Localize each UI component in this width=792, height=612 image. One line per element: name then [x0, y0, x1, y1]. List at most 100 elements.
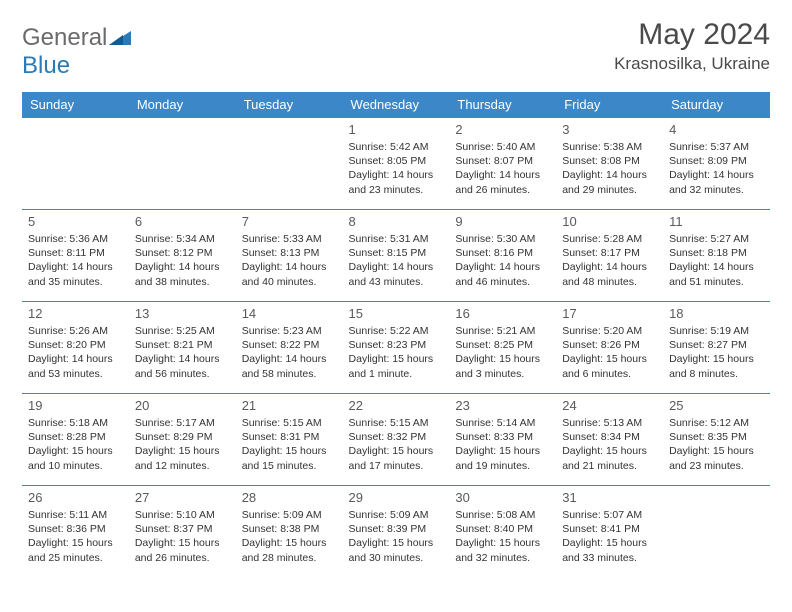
- day-number: 30: [455, 490, 550, 505]
- calendar-table: SundayMondayTuesdayWednesdayThursdayFrid…: [22, 92, 770, 578]
- day-header: Saturday: [663, 92, 770, 118]
- day-number: 22: [349, 398, 444, 413]
- day-info: Sunrise: 5:38 AMSunset: 8:08 PMDaylight:…: [562, 140, 657, 197]
- day-number: 2: [455, 122, 550, 137]
- day-number: 20: [135, 398, 230, 413]
- day-number: 29: [349, 490, 444, 505]
- calendar-cell: 6 Sunrise: 5:34 AMSunset: 8:12 PMDaylight…: [129, 210, 236, 302]
- month-title: May 2024: [614, 18, 770, 52]
- day-number: 11: [669, 214, 764, 229]
- calendar-cell: 5 Sunrise: 5:36 AMSunset: 8:11 PMDaylight…: [22, 210, 129, 302]
- calendar-row: 26Sunrise: 5:11 AMSunset: 8:36 PMDayligh…: [22, 486, 770, 578]
- calendar-row: 5 Sunrise: 5:36 AMSunset: 8:11 PMDaylight…: [22, 210, 770, 302]
- day-info: Sunrise: 5:09 AMSunset: 8:39 PMDaylight:…: [349, 508, 444, 565]
- day-info: Sunrise: 5:18 AMSunset: 8:28 PMDaylight:…: [28, 416, 123, 473]
- day-number: 27: [135, 490, 230, 505]
- day-number: 15: [349, 306, 444, 321]
- day-info: Sunrise: 5:19 AMSunset: 8:27 PMDaylight:…: [669, 324, 764, 381]
- calendar-cell: 10Sunrise: 5:28 AMSunset: 8:17 PMDayligh…: [556, 210, 663, 302]
- day-number: 1: [349, 122, 444, 137]
- day-info: Sunrise: 5:25 AMSunset: 8:21 PMDaylight:…: [135, 324, 230, 381]
- day-number: 9: [455, 214, 550, 229]
- day-header: Wednesday: [343, 92, 450, 118]
- logo-text: GeneralBlue: [22, 24, 131, 80]
- day-info: Sunrise: 5:22 AMSunset: 8:23 PMDaylight:…: [349, 324, 444, 381]
- day-number: 14: [242, 306, 337, 321]
- calendar-cell: 4 Sunrise: 5:37 AMSunset: 8:09 PMDaylight…: [663, 118, 770, 210]
- logo-part1: General: [22, 24, 107, 51]
- day-number: 3: [562, 122, 657, 137]
- day-info: Sunrise: 5:21 AMSunset: 8:25 PMDaylight:…: [455, 324, 550, 381]
- day-header: Thursday: [449, 92, 556, 118]
- day-header: Sunday: [22, 92, 129, 118]
- calendar-cell: 29 Sunrise: 5:09 AMSunset: 8:39 PMDayligh…: [343, 486, 450, 578]
- day-number: 7: [242, 214, 337, 229]
- day-header: Friday: [556, 92, 663, 118]
- day-info: Sunrise: 5:34 AMSunset: 8:12 PMDaylight:…: [135, 232, 230, 289]
- day-number: 19: [28, 398, 123, 413]
- day-number: 13: [135, 306, 230, 321]
- day-info: Sunrise: 5:28 AMSunset: 8:17 PMDaylight:…: [562, 232, 657, 289]
- calendar-cell: 19 Sunrise: 5:18 AMSunset: 8:28 PMDayligh…: [22, 394, 129, 486]
- calendar-cell: 25 Sunrise: 5:12 AMSunset: 8:35 PMDayligh…: [663, 394, 770, 486]
- calendar-cell: 24 Sunrise: 5:13 AMSunset: 8:34 PMDayligh…: [556, 394, 663, 486]
- calendar-cell: 11 Sunrise: 5:27 AMSunset: 8:18 PMDayligh…: [663, 210, 770, 302]
- calendar-row: 19 Sunrise: 5:18 AMSunset: 8:28 PMDayligh…: [22, 394, 770, 486]
- calendar-cell: 26Sunrise: 5:11 AMSunset: 8:36 PMDayligh…: [22, 486, 129, 578]
- calendar-cell: 28 Sunrise: 5:09 AMSunset: 8:38 PMDayligh…: [236, 486, 343, 578]
- calendar-body: 1 Sunrise: 5:42 AMSunset: 8:05 PMDaylight…: [22, 118, 770, 578]
- day-info: Sunrise: 5:11 AMSunset: 8:36 PMDaylight:…: [28, 508, 123, 565]
- day-info: Sunrise: 5:15 AMSunset: 8:32 PMDaylight:…: [349, 416, 444, 473]
- title-block: May 2024 Krasnosilka, Ukraine: [614, 18, 770, 74]
- day-info: Sunrise: 5:27 AMSunset: 8:18 PMDaylight:…: [669, 232, 764, 289]
- calendar-cell: 18 Sunrise: 5:19 AMSunset: 8:27 PMDayligh…: [663, 302, 770, 394]
- day-number: 18: [669, 306, 764, 321]
- day-info: Sunrise: 5:36 AMSunset: 8:11 PMDaylight:…: [28, 232, 123, 289]
- day-header: Tuesday: [236, 92, 343, 118]
- calendar-cell-empty: [22, 118, 129, 210]
- day-number: 28: [242, 490, 337, 505]
- calendar-row: 1 Sunrise: 5:42 AMSunset: 8:05 PMDaylight…: [22, 118, 770, 210]
- day-info: Sunrise: 5:42 AMSunset: 8:05 PMDaylight:…: [349, 140, 444, 197]
- day-number: 24: [562, 398, 657, 413]
- day-info: Sunrise: 5:12 AMSunset: 8:35 PMDaylight:…: [669, 416, 764, 473]
- day-info: Sunrise: 5:15 AMSunset: 8:31 PMDaylight:…: [242, 416, 337, 473]
- day-info: Sunrise: 5:08 AMSunset: 8:40 PMDaylight:…: [455, 508, 550, 565]
- calendar-cell: 27Sunrise: 5:10 AMSunset: 8:37 PMDayligh…: [129, 486, 236, 578]
- calendar-cell: 12 Sunrise: 5:26 AMSunset: 8:20 PMDayligh…: [22, 302, 129, 394]
- day-info: Sunrise: 5:20 AMSunset: 8:26 PMDaylight:…: [562, 324, 657, 381]
- calendar-cell: 21 Sunrise: 5:15 AMSunset: 8:31 PMDayligh…: [236, 394, 343, 486]
- day-info: Sunrise: 5:33 AMSunset: 8:13 PMDaylight:…: [242, 232, 337, 289]
- calendar-cell: 22 Sunrise: 5:15 AMSunset: 8:32 PMDayligh…: [343, 394, 450, 486]
- day-number: 16: [455, 306, 550, 321]
- location: Krasnosilka, Ukraine: [614, 54, 770, 74]
- calendar-cell: 14 Sunrise: 5:23 AMSunset: 8:22 PMDayligh…: [236, 302, 343, 394]
- calendar-cell: 16 Sunrise: 5:21 AMSunset: 8:25 PMDayligh…: [449, 302, 556, 394]
- day-number: 23: [455, 398, 550, 413]
- calendar-cell: 23 Sunrise: 5:14 AMSunset: 8:33 PMDayligh…: [449, 394, 556, 486]
- calendar-cell: 20Sunrise: 5:17 AMSunset: 8:29 PMDayligh…: [129, 394, 236, 486]
- day-header-row: SundayMondayTuesdayWednesdayThursdayFrid…: [22, 92, 770, 118]
- calendar-cell: 3 Sunrise: 5:38 AMSunset: 8:08 PMDaylight…: [556, 118, 663, 210]
- day-number: 17: [562, 306, 657, 321]
- day-number: 31: [562, 490, 657, 505]
- calendar-cell: 30 Sunrise: 5:08 AMSunset: 8:40 PMDayligh…: [449, 486, 556, 578]
- day-info: Sunrise: 5:09 AMSunset: 8:38 PMDaylight:…: [242, 508, 337, 565]
- day-number: 4: [669, 122, 764, 137]
- day-info: Sunrise: 5:23 AMSunset: 8:22 PMDaylight:…: [242, 324, 337, 381]
- day-info: Sunrise: 5:13 AMSunset: 8:34 PMDaylight:…: [562, 416, 657, 473]
- day-info: Sunrise: 5:31 AMSunset: 8:15 PMDaylight:…: [349, 232, 444, 289]
- day-number: 12: [28, 306, 123, 321]
- day-number: 5: [28, 214, 123, 229]
- calendar-cell: 31Sunrise: 5:07 AMSunset: 8:41 PMDayligh…: [556, 486, 663, 578]
- day-info: Sunrise: 5:26 AMSunset: 8:20 PMDaylight:…: [28, 324, 123, 381]
- day-info: Sunrise: 5:14 AMSunset: 8:33 PMDaylight:…: [455, 416, 550, 473]
- day-number: 25: [669, 398, 764, 413]
- calendar-cell-empty: [663, 486, 770, 578]
- day-number: 21: [242, 398, 337, 413]
- day-info: Sunrise: 5:37 AMSunset: 8:09 PMDaylight:…: [669, 140, 764, 197]
- calendar-row: 12 Sunrise: 5:26 AMSunset: 8:20 PMDayligh…: [22, 302, 770, 394]
- day-header: Monday: [129, 92, 236, 118]
- calendar-cell: 17 Sunrise: 5:20 AMSunset: 8:26 PMDayligh…: [556, 302, 663, 394]
- day-number: 6: [135, 214, 230, 229]
